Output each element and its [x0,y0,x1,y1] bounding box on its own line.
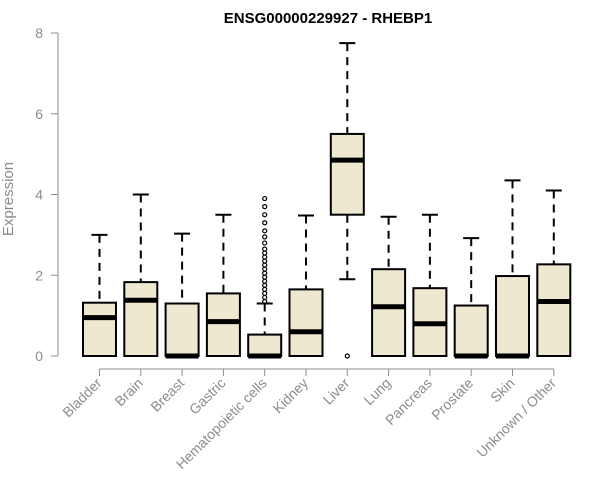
outlier-point [262,240,268,246]
outlier-point [262,294,268,301]
y-tick-label: 0 [35,348,43,364]
outlier-point [262,286,268,292]
outlier-point [262,266,268,272]
box-4 [205,213,241,358]
outlier-point [262,258,268,264]
box-rect [288,288,324,358]
outlier-point [262,282,268,288]
y-tick-label: 6 [35,106,43,122]
box-rect [164,302,200,358]
boxes-group [82,42,572,359]
outlier-point [262,262,268,268]
outlier-point [262,254,268,260]
y-axis-label: Expression [0,162,17,236]
outlier-point [262,195,268,202]
y-tick-label: 8 [35,25,43,41]
x-category-label: Breast [147,375,187,415]
box-3 [164,232,200,359]
box-10 [453,237,489,359]
box-11 [495,179,530,359]
box-rect [82,301,117,357]
box-rect [247,333,283,358]
outlier-point [344,353,350,359]
x-category-label: Bladder [59,375,105,421]
outlier-point [262,290,268,297]
box-rect [205,292,241,358]
box-2 [123,193,159,357]
box-9 [412,213,448,358]
x-category-label: Lung [360,375,393,408]
box-7 [329,42,365,359]
outlier-point [262,274,268,280]
outlier-point [262,220,268,226]
x-category-label: Liver [320,375,353,408]
box-6 [288,214,324,358]
x-category-label: Prostate [428,375,476,423]
outlier-point [262,234,268,240]
chart-title: ENSG00000229927 - RHEBP1 [224,10,432,27]
y-tick-label: 4 [35,187,43,203]
outlier-point [262,204,268,210]
box-rect [495,275,530,357]
x-category-label: Kidney [270,375,312,417]
outlier-point [262,246,268,252]
box-1 [82,233,117,357]
x-category-label: Brain [111,375,145,409]
y-tick-label: 2 [35,267,43,283]
box-5 [247,195,283,359]
outlier-point [262,228,268,234]
y-axis: 0 2 4 6 8 [35,25,59,364]
outlier-point [262,250,268,256]
box-rect [329,132,365,216]
box-rect [123,281,159,357]
box-rect [536,263,572,358]
box-12 [536,189,572,358]
outlier-point [262,278,268,284]
x-category-label: Skin [487,375,518,406]
box-rect [453,304,489,357]
outlier-point [262,212,268,218]
box-rect [371,268,407,358]
outlier-point [262,270,268,276]
box-8 [371,215,407,358]
